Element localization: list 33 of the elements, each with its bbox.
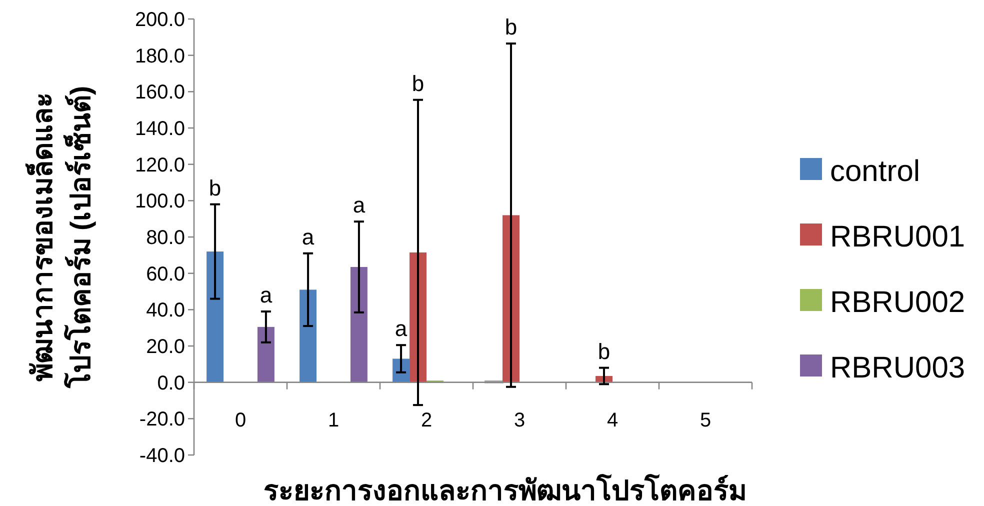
- x-tick-label: 2: [420, 409, 432, 432]
- x-tick-label: 4: [606, 409, 618, 432]
- y-tick-label: 180.0: [134, 45, 185, 68]
- y-tick-label: -20.0: [139, 408, 185, 431]
- annotation: a: [352, 192, 366, 218]
- annotation: b: [412, 70, 424, 96]
- x-tick-label: 1: [328, 409, 340, 432]
- x-axis-title: ระยะการงอกและการพัฒนาโปรโตคอร์ม: [264, 473, 746, 506]
- y-tick-label: 40.0: [146, 300, 185, 322]
- y-tick-label: 140.0: [134, 118, 185, 140]
- x-tick-label: 3: [514, 409, 526, 432]
- annotation: a: [260, 282, 273, 308]
- legend-label: RBRU003: [830, 352, 966, 384]
- annotation: b: [504, 14, 518, 40]
- annotation: a: [302, 224, 315, 250]
- y-tick-label: 120.0: [134, 154, 185, 176]
- annotation: a: [394, 316, 408, 342]
- y-tick-label: 160.0: [134, 82, 185, 104]
- annotation: b: [598, 338, 610, 364]
- y-tick-label: -40.0: [139, 445, 185, 467]
- y-axis-title: พัฒนาการของเมล็ดและ โปรโตคอร์ม (เปอร์เซ็นต์): [25, 86, 96, 390]
- x-tick-label: 0: [234, 409, 246, 432]
- x-tick-label: 5: [700, 409, 712, 432]
- y-tick-label: 0.0: [157, 372, 185, 394]
- y-tick-label: 80.0: [146, 227, 185, 249]
- legend-label: control: [830, 155, 920, 188]
- y-tick-label: 100.0: [134, 190, 185, 213]
- y-tick-label: 20.0: [146, 336, 185, 358]
- y-tick-label: 60.0: [146, 263, 185, 286]
- y-tick-label: 200.0: [134, 9, 185, 31]
- annotation: b: [208, 175, 222, 200]
- legend-label: RBRU002: [830, 286, 966, 319]
- legend-label: RBRU001: [830, 220, 966, 254]
